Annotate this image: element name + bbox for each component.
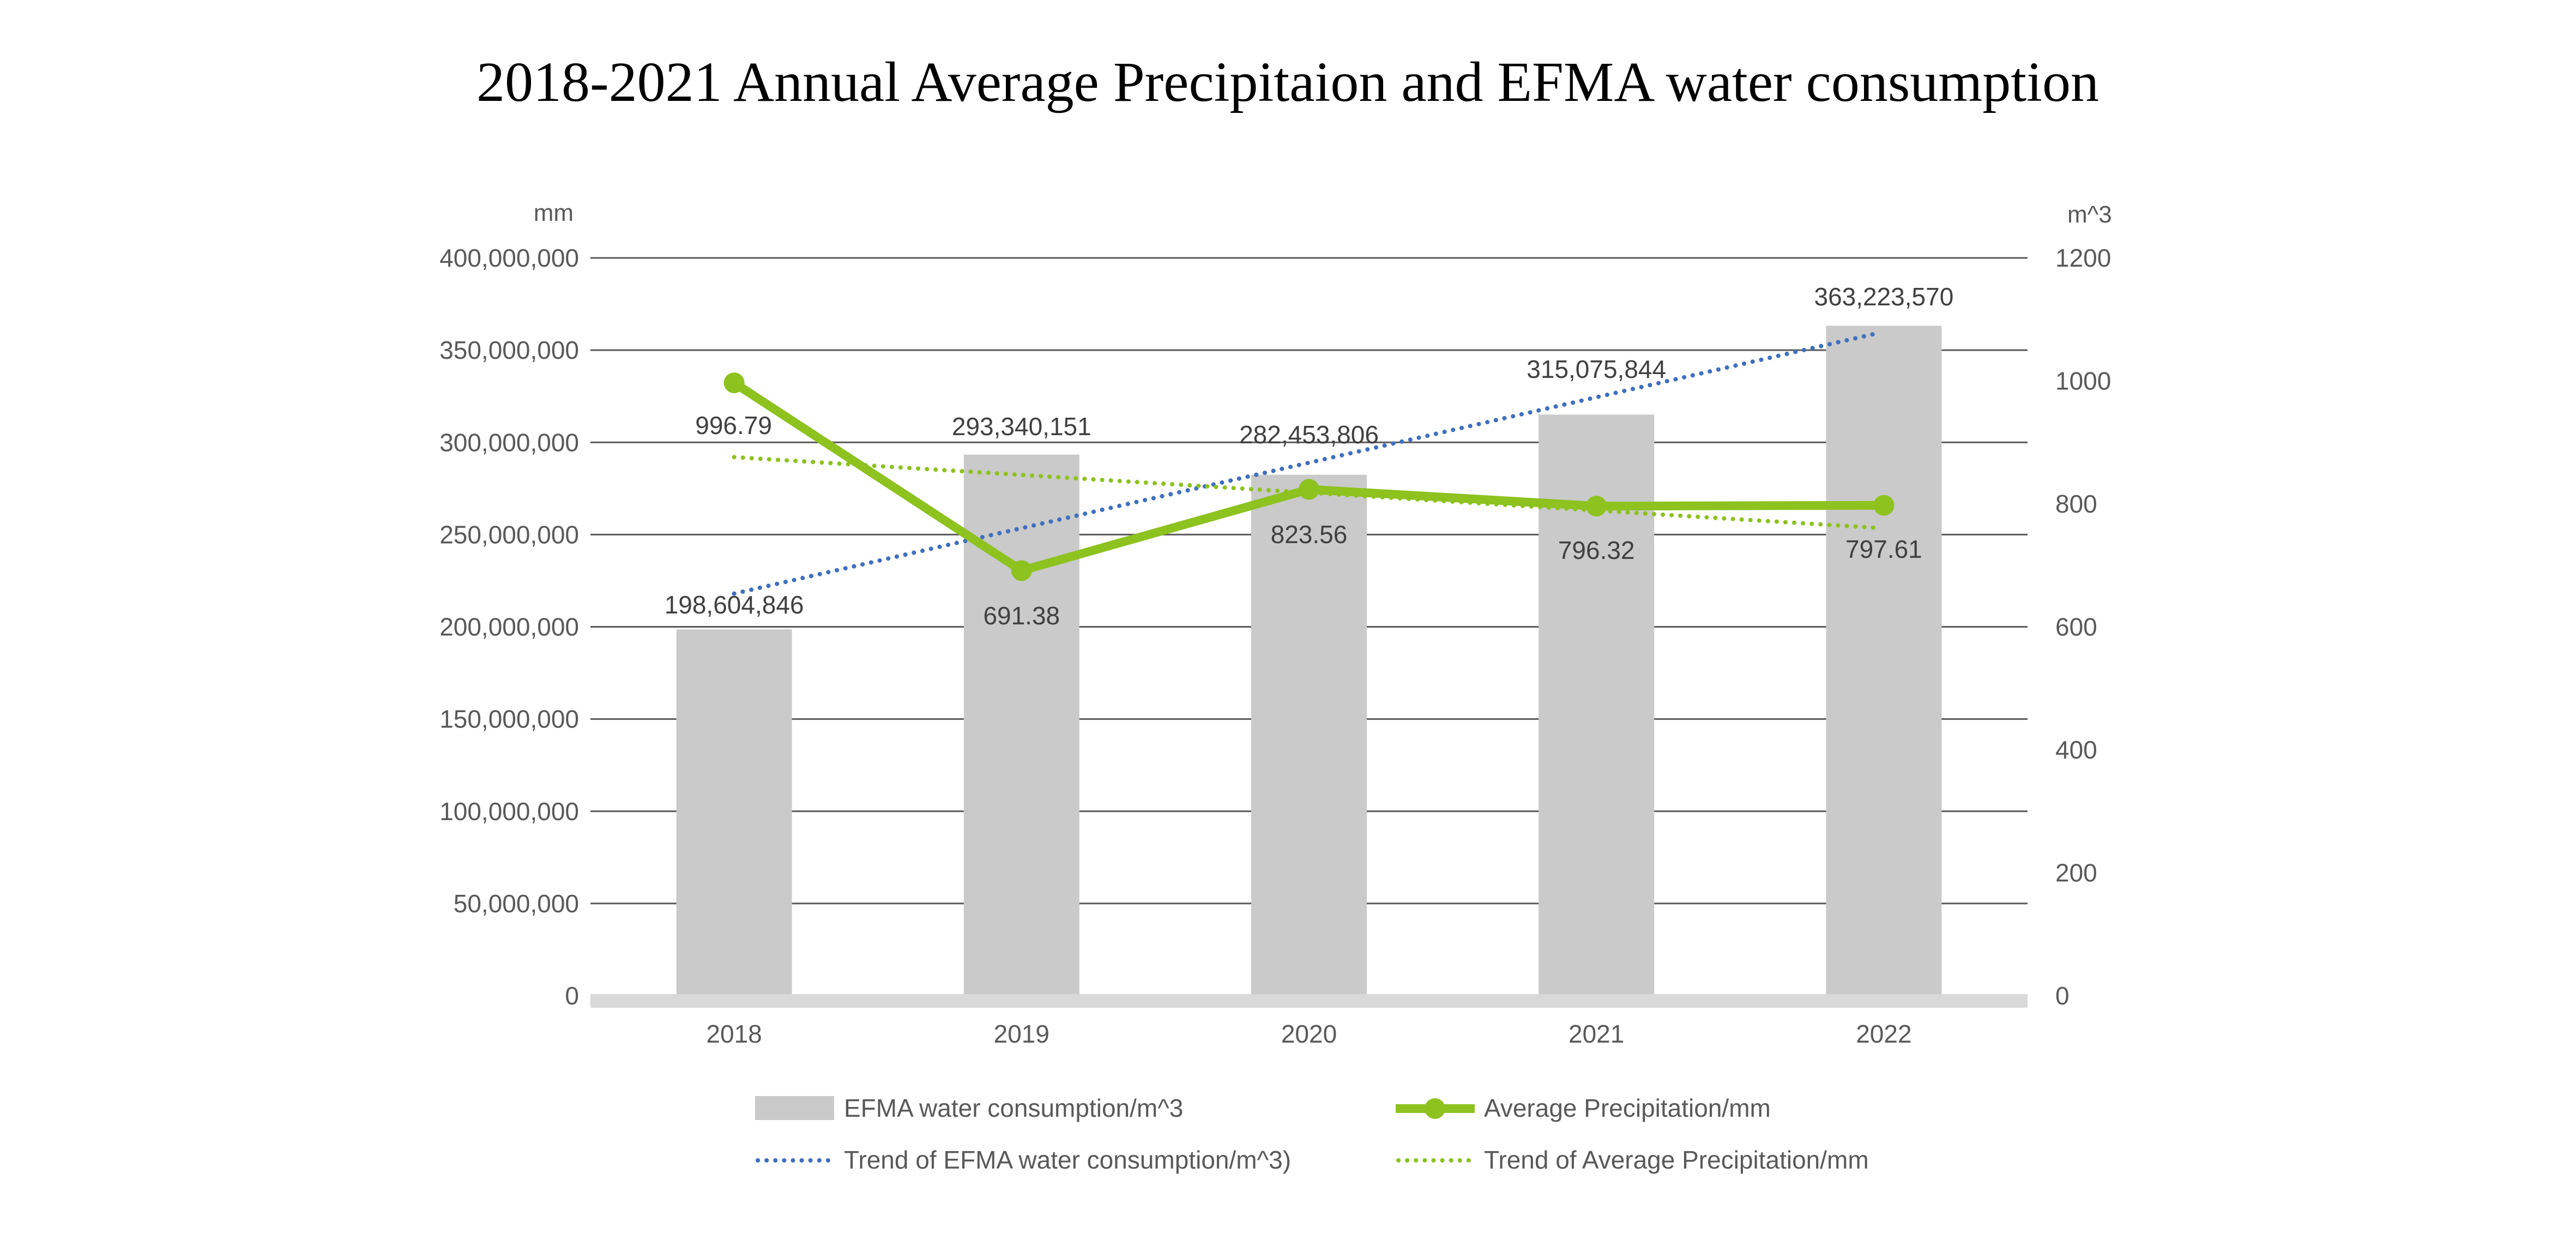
- left-axis-tick-label: 50,000,000: [454, 889, 579, 918]
- precipitation-line: [723, 372, 1895, 581]
- legend: EFMA water consumption/m^3 Average Precip…: [755, 1094, 1869, 1174]
- x-axis-tick-label: 2019: [994, 1020, 1049, 1048]
- right-axis-unit-label: m^3: [2067, 201, 2112, 228]
- legend-swatch-precipitation-marker: [1425, 1098, 1445, 1119]
- marker-precipitation-2022: [1873, 495, 1895, 516]
- left-axis-tick-label: 100,000,000: [439, 797, 579, 826]
- right-axis-tick-label: 1200: [2055, 244, 2111, 272]
- data-label-efma-2022: 363,223,570: [1814, 282, 1953, 311]
- marker-precipitation-2018: [723, 372, 745, 394]
- legend-label-trend-efma: Trend of EFMA water consumption/m^3): [844, 1146, 1291, 1174]
- bar-efma-2018: [676, 629, 792, 996]
- x-axis-tick-label: 2020: [1281, 1020, 1337, 1048]
- left-axis-tick-label: 400,000,000: [439, 244, 579, 272]
- data-label-efma-2020: 282,453,806: [1239, 420, 1379, 449]
- x-axis-tick-label: 2022: [1856, 1020, 1911, 1048]
- left-axis-tick-label: 200,000,000: [439, 613, 579, 641]
- trendline-efma: [732, 331, 1879, 596]
- data-label-precipitation-2018: 996.79: [695, 411, 772, 440]
- data-label-precipitation-2019: 691.38: [983, 601, 1060, 630]
- data-label-efma-2019: 293,340,151: [952, 412, 1091, 441]
- left-axis-tick-label: 250,000,000: [439, 520, 579, 549]
- legend-label-precipitation: Average Precipitation/mm: [1484, 1094, 1771, 1122]
- data-label-efma-2021: 315,075,844: [1527, 355, 1666, 383]
- marker-precipitation-2021: [1586, 496, 1607, 517]
- left-axis-tick-label: 0: [565, 982, 579, 1010]
- x-axis-tick-label: 2018: [706, 1020, 762, 1048]
- x-axis-line: [590, 994, 2028, 1008]
- right-axis-tick-label: 800: [2055, 490, 2097, 518]
- data-label-precipitation-2022: 797.61: [1845, 535, 1922, 563]
- data-label-efma-2018: 198,604,846: [665, 591, 804, 619]
- left-axis-tick-label: 150,000,000: [439, 705, 579, 733]
- left-axis-tick-label: 300,000,000: [439, 428, 579, 456]
- chart-title: 2018-2021 Annual Average Precipitaion an…: [476, 51, 2099, 113]
- data-label-precipitation-2021: 796.32: [1558, 536, 1635, 564]
- marker-precipitation-2020: [1299, 479, 1319, 500]
- left-axis-tick-label: 350,000,000: [439, 336, 579, 364]
- right-axis-tick-label: 200: [2055, 859, 2097, 887]
- right-axis-tick-label: 400: [2055, 736, 2097, 764]
- legend-swatch-efma: [755, 1096, 834, 1120]
- right-axis-tick-label: 600: [2055, 613, 2097, 641]
- bar-efma-2020: [1251, 474, 1367, 996]
- data-labels: 198,604,846 293,340,151 282,453,806 315,075…: [665, 282, 1954, 630]
- legend-label-efma: EFMA water consumption/m^3: [844, 1094, 1183, 1122]
- data-label-precipitation-2020: 823.56: [1271, 520, 1348, 549]
- x-axis-tick-label: 2021: [1568, 1020, 1624, 1048]
- axes: 0 50,000,000 100,000,000 150,000,000 200,000…: [439, 200, 2112, 1048]
- marker-precipitation-2019: [1011, 560, 1032, 581]
- left-axis-unit-label: mm: [534, 200, 574, 226]
- right-axis-tick-label: 1000: [2055, 367, 2111, 395]
- right-axis-tick-label: 0: [2055, 982, 2070, 1010]
- legend-label-trend-precipitation: Trend of Average Precipitation/mm: [1484, 1146, 1869, 1174]
- bar-efma-2022: [1826, 326, 1942, 996]
